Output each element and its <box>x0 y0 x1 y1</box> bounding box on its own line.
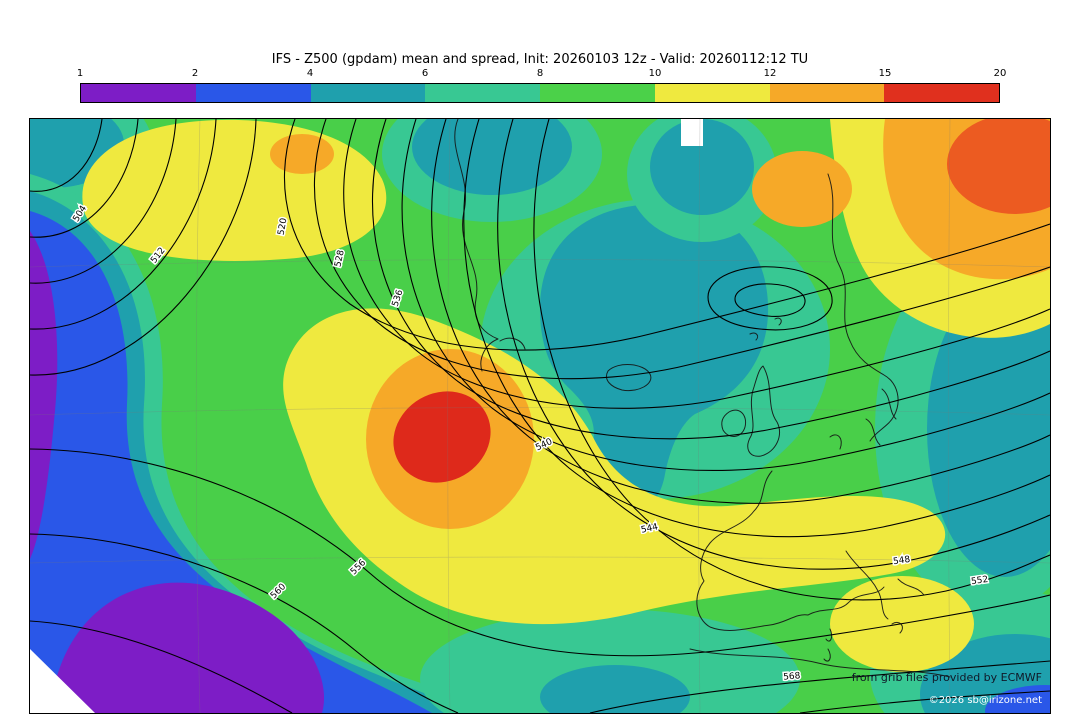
britain-coast <box>747 365 781 457</box>
colorbar-tick-2: 2 <box>191 68 199 79</box>
iceland-coast <box>606 364 652 392</box>
greenland-coast <box>454 119 499 372</box>
contour-label: 552 <box>971 575 989 587</box>
spread-high-fills <box>82 119 1050 672</box>
colorbar-bar <box>80 83 1000 103</box>
colorbar-segment-1 <box>195 84 311 102</box>
spread-map-svg: 504 512 520 528 536 540 544 548 552 556 … <box>30 119 1050 713</box>
closed-high-contour <box>707 266 833 331</box>
colorbar-tick-15: 15 <box>878 68 892 79</box>
contour-label: 520 <box>277 217 290 236</box>
colorbar-tick-1: 1 <box>76 68 84 79</box>
north-africa-coast <box>689 648 951 678</box>
colorbar-tick-8: 8 <box>536 68 544 79</box>
contour-label: 568 <box>783 671 801 682</box>
colorbar-segment-2 <box>310 84 426 102</box>
graticule <box>30 119 1050 713</box>
colorbar-segment-6 <box>769 84 885 102</box>
france-iberia-coast <box>696 470 809 631</box>
contour-label: 548 <box>893 555 912 567</box>
red-spread-core <box>393 391 491 483</box>
projection-corner-cut <box>30 649 95 713</box>
colorbar-tick-6: 6 <box>421 68 429 79</box>
colorbar-ticks: 1 2 4 6 8 10 12 15 20 <box>76 68 1007 83</box>
purple-west-strip <box>30 231 58 559</box>
colorbar-segment-3 <box>425 84 540 102</box>
coastlines <box>454 119 951 678</box>
purple-southwest-blob <box>50 582 325 713</box>
chart-title: IFS - Z500 (gpdam) mean and spread, Init… <box>271 52 809 67</box>
colorbar-tick-20: 20 <box>993 68 1007 79</box>
colorbar-segment-7 <box>884 84 999 102</box>
colorbar-wrap: 1 2 4 6 8 10 12 15 20 <box>76 68 1007 103</box>
colorbar-tick-4: 4 <box>306 68 314 79</box>
white-data-gap <box>681 119 703 146</box>
italy-coast <box>845 550 889 620</box>
colorbar-segment-4 <box>540 84 655 102</box>
credit-source: from grib files provided by ECMWF <box>852 671 1042 684</box>
z500-contours <box>30 119 1050 713</box>
credit-copyright: ©2026 sb@irizone.net <box>929 695 1042 706</box>
ireland-coast <box>721 409 747 437</box>
colorbar-segment-5 <box>654 84 770 102</box>
colorbar-tick-12: 12 <box>763 68 777 79</box>
map-canvas: 504 512 520 528 536 540 544 548 552 556 … <box>29 118 1051 714</box>
colorbar-segment-0 <box>81 84 196 102</box>
colorbar-tick-10: 10 <box>648 68 662 79</box>
spread-low-fills <box>30 119 1050 713</box>
